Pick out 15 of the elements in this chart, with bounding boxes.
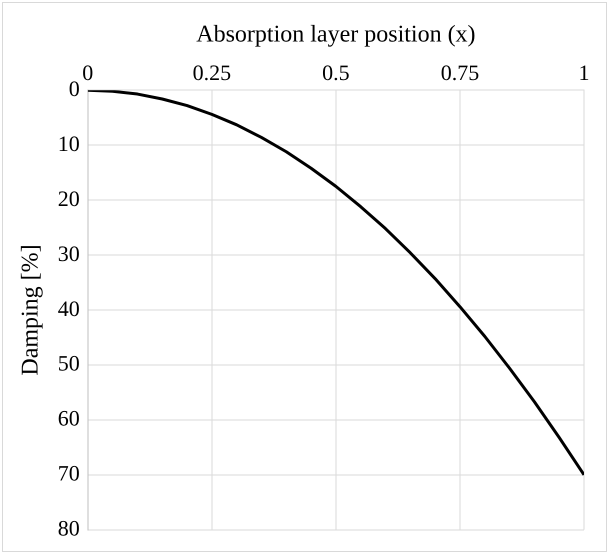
y-axis-title: Damping [%] <box>18 244 44 376</box>
y-tick-label: 10 <box>58 130 80 156</box>
x-tick-label: 0.25 <box>192 60 232 85</box>
x-tick-label: 1 <box>578 60 590 85</box>
x-axis-title: Absorption layer position (x) <box>196 22 476 48</box>
y-tick-label: 40 <box>58 296 80 321</box>
x-tick-label: 0.75 <box>440 60 480 85</box>
y-tick-label: 20 <box>58 186 80 211</box>
y-tick-label: 60 <box>58 406 80 431</box>
y-tick-label: 50 <box>58 350 80 376</box>
y-tick-label: 70 <box>58 460 80 486</box>
y-tick-label: 80 <box>58 516 80 541</box>
y-tick-label: 30 <box>58 240 80 266</box>
x-tick-label: 0.5 <box>322 60 350 85</box>
y-tick-label: 0 <box>68 76 80 101</box>
